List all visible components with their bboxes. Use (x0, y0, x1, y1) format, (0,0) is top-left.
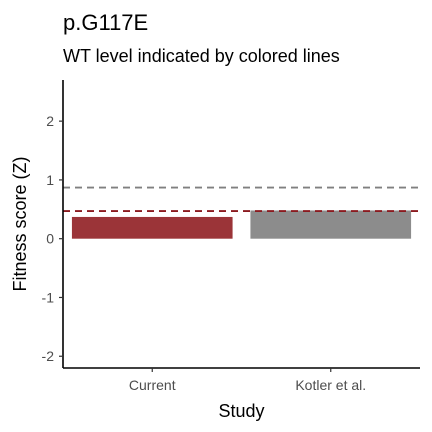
bar-kotler-et-al (250, 210, 412, 239)
x-ticks-group: Current Kotler et al. (129, 368, 366, 393)
chart-title: p.G117E (63, 10, 148, 35)
x-axis-title: Study (218, 401, 264, 421)
x-tick-label: Kotler et al. (295, 377, 366, 393)
y-tick-label: -2 (42, 348, 55, 364)
y-tick-label: -1 (42, 289, 55, 305)
bar-current (71, 216, 233, 239)
y-tick-label: 1 (46, 172, 54, 188)
bars-group (71, 210, 412, 239)
y-axis-title: Fitness score (Z) (10, 156, 30, 291)
chart-subtitle: WT level indicated by colored lines (63, 46, 340, 66)
y-tick-label: 0 (46, 231, 54, 247)
y-tick-label: 2 (46, 113, 54, 129)
y-ticks-group: -2 -1 0 1 2 (42, 113, 63, 364)
wt-lines-group (63, 186, 420, 212)
x-tick-label: Current (129, 377, 176, 393)
